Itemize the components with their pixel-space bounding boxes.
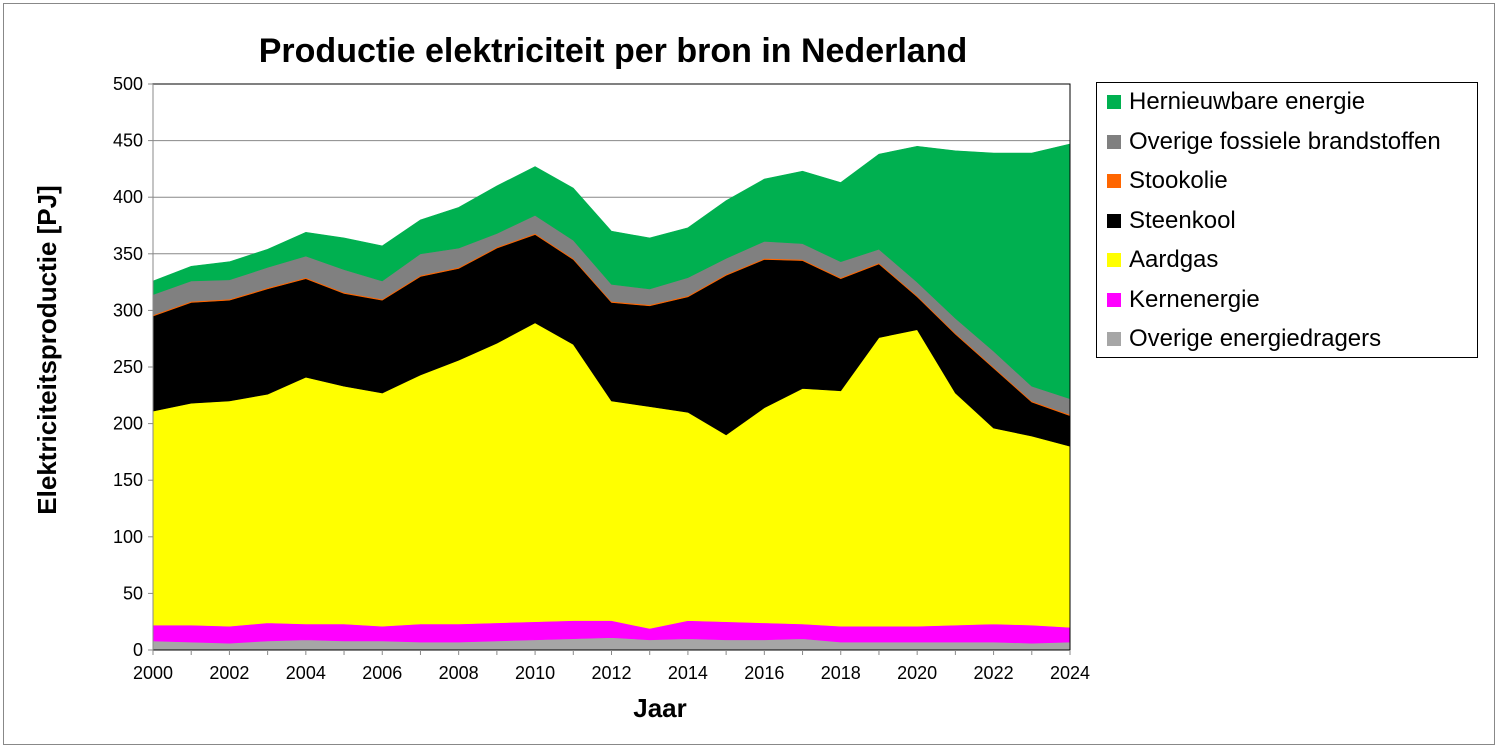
legend-item: Overige fossiele brandstoffen [1107,127,1441,157]
legend-item: Steenkool [1107,206,1236,236]
x-tick-label: 2012 [591,663,631,683]
y-tick-label: 300 [113,300,143,320]
legend-item: Aardgas [1107,245,1218,275]
y-tick-label: 450 [113,131,143,151]
legend-swatch [1107,174,1121,188]
x-tick-label: 2006 [362,663,402,683]
x-tick-label: 2022 [974,663,1014,683]
legend-label: Kernenergie [1129,285,1260,313]
x-tick-label: 2008 [439,663,479,683]
y-tick-label: 0 [133,640,143,660]
y-tick-label: 500 [113,74,143,94]
legend-label: Overige energiedragers [1129,325,1382,352]
y-axis-label: Elektriciteitsproductie [PJ] [32,185,62,514]
legend-item: Stookolie [1107,166,1228,196]
legend-item: Overige energiedragers [1107,324,1381,354]
legend-swatch [1107,332,1121,346]
legend-swatch [1107,292,1121,307]
y-tick-label: 200 [113,414,143,434]
chart-title: Productie elektriciteit per bron in Nede… [259,32,968,70]
x-tick-label: 2016 [744,663,784,683]
areas [152,143,1071,651]
x-tick-label: 2024 [1050,663,1090,683]
legend-label: Stookolie [1129,167,1228,194]
chart-frame [3,3,1495,745]
legend-item: Kernenergie [1107,285,1260,315]
x-tick-label: 2010 [515,663,555,683]
y-tick-label: 400 [113,187,143,207]
x-tick-label: 2004 [286,663,326,683]
legend-label: Overige fossiele brandstoffen [1129,127,1441,155]
x-tick-label: 2020 [897,663,937,683]
y-tick-label: 50 [123,583,143,603]
y-tick-label: 350 [113,244,143,264]
x-tick-label: 2002 [209,663,249,683]
axes: 0 50 100 150 200 250 300 350 400 450 500 2000 2002 20… [113,74,1090,683]
x-tick-label: 2018 [821,663,861,683]
x-tick-label: 2000 [133,663,173,683]
legend-swatch [1107,213,1121,228]
legend-label: Aardgas [1129,246,1219,273]
y-tick-label: 250 [113,357,143,377]
legend: Hernieuwbare energie Overige fossiele bra… [1096,82,1478,358]
legend-swatch [1107,134,1121,149]
x-axis-label: Jaar [633,693,687,723]
legend-label: Steenkool [1129,206,1236,234]
y-tick-label: 100 [113,527,143,547]
legend-swatch [1107,95,1121,109]
legend-label: Hernieuwbare energie [1129,88,1366,115]
y-tick-label: 150 [113,470,143,490]
x-tick-label: 2014 [668,663,708,683]
legend-item: Hernieuwbare energie [1107,87,1365,117]
legend-swatch [1107,253,1121,267]
